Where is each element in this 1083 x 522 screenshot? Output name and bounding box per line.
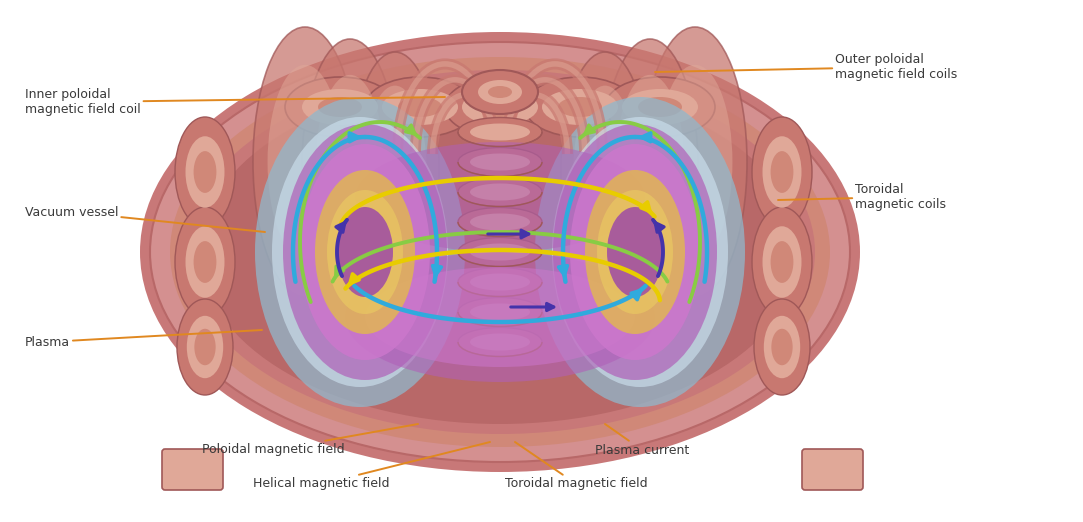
Ellipse shape bbox=[478, 80, 522, 104]
Ellipse shape bbox=[478, 97, 522, 117]
Ellipse shape bbox=[488, 86, 512, 98]
Ellipse shape bbox=[771, 151, 794, 193]
Ellipse shape bbox=[643, 27, 747, 297]
Ellipse shape bbox=[458, 267, 542, 296]
Ellipse shape bbox=[253, 27, 357, 297]
Ellipse shape bbox=[365, 267, 635, 367]
Ellipse shape bbox=[622, 89, 699, 125]
Ellipse shape bbox=[470, 124, 530, 140]
Ellipse shape bbox=[458, 208, 542, 236]
Ellipse shape bbox=[345, 252, 655, 382]
Ellipse shape bbox=[615, 75, 684, 259]
Ellipse shape bbox=[771, 241, 794, 283]
Ellipse shape bbox=[315, 75, 384, 259]
Ellipse shape bbox=[570, 144, 700, 360]
Ellipse shape bbox=[470, 184, 530, 200]
Ellipse shape bbox=[638, 97, 682, 117]
Ellipse shape bbox=[382, 89, 458, 125]
Text: Vacuum vessel: Vacuum vessel bbox=[25, 206, 265, 232]
Ellipse shape bbox=[458, 238, 542, 267]
Ellipse shape bbox=[397, 97, 442, 117]
Ellipse shape bbox=[470, 303, 530, 321]
Ellipse shape bbox=[762, 226, 801, 298]
Ellipse shape bbox=[175, 117, 235, 227]
Ellipse shape bbox=[170, 57, 830, 447]
Ellipse shape bbox=[302, 39, 397, 295]
Ellipse shape bbox=[752, 117, 812, 227]
Ellipse shape bbox=[470, 213, 530, 231]
Ellipse shape bbox=[272, 117, 448, 387]
Ellipse shape bbox=[771, 329, 793, 365]
Text: Plasma: Plasma bbox=[25, 330, 262, 349]
Ellipse shape bbox=[552, 117, 728, 387]
Ellipse shape bbox=[470, 334, 530, 350]
Ellipse shape bbox=[151, 42, 850, 462]
Ellipse shape bbox=[553, 124, 717, 380]
Ellipse shape bbox=[185, 226, 224, 298]
Text: Poloidal magnetic field: Poloidal magnetic field bbox=[203, 424, 418, 457]
Ellipse shape bbox=[285, 77, 395, 137]
Ellipse shape bbox=[445, 77, 554, 137]
Ellipse shape bbox=[300, 144, 430, 360]
Ellipse shape bbox=[140, 32, 860, 472]
Ellipse shape bbox=[315, 170, 415, 334]
Ellipse shape bbox=[542, 89, 618, 125]
Ellipse shape bbox=[302, 89, 378, 125]
Ellipse shape bbox=[186, 316, 223, 378]
Ellipse shape bbox=[185, 70, 815, 434]
Ellipse shape bbox=[754, 299, 810, 395]
Ellipse shape bbox=[573, 86, 637, 258]
Ellipse shape bbox=[470, 153, 530, 171]
Ellipse shape bbox=[458, 327, 542, 357]
Ellipse shape bbox=[351, 52, 439, 292]
Ellipse shape bbox=[185, 136, 224, 208]
Ellipse shape bbox=[605, 77, 715, 137]
Ellipse shape bbox=[194, 329, 216, 365]
Text: Inner poloidal
magnetic field coil: Inner poloidal magnetic field coil bbox=[25, 88, 445, 116]
FancyBboxPatch shape bbox=[803, 449, 863, 490]
Ellipse shape bbox=[194, 241, 217, 283]
Ellipse shape bbox=[558, 97, 602, 117]
Ellipse shape bbox=[470, 274, 530, 291]
Ellipse shape bbox=[365, 77, 475, 137]
Ellipse shape bbox=[355, 142, 645, 252]
Ellipse shape bbox=[195, 77, 805, 427]
Ellipse shape bbox=[318, 97, 362, 117]
Ellipse shape bbox=[458, 177, 542, 207]
Text: Plasma current: Plasma current bbox=[595, 424, 689, 457]
Ellipse shape bbox=[602, 39, 699, 295]
Ellipse shape bbox=[255, 97, 465, 407]
Ellipse shape bbox=[470, 243, 530, 260]
Ellipse shape bbox=[200, 80, 800, 424]
Text: Outer poloidal
magnetic field coils: Outer poloidal magnetic field coils bbox=[655, 53, 957, 81]
Ellipse shape bbox=[268, 65, 342, 259]
Ellipse shape bbox=[283, 124, 447, 380]
Ellipse shape bbox=[752, 207, 812, 317]
Ellipse shape bbox=[525, 77, 635, 137]
Ellipse shape bbox=[585, 170, 686, 334]
Text: Toroidal
magnetic coils: Toroidal magnetic coils bbox=[778, 183, 945, 211]
Ellipse shape bbox=[462, 89, 538, 125]
Ellipse shape bbox=[194, 151, 217, 193]
Ellipse shape bbox=[337, 207, 393, 297]
FancyBboxPatch shape bbox=[162, 449, 223, 490]
Ellipse shape bbox=[462, 70, 538, 114]
Ellipse shape bbox=[327, 190, 403, 314]
Text: Helical magnetic field: Helical magnetic field bbox=[253, 442, 490, 491]
Ellipse shape bbox=[606, 207, 663, 297]
Text: Toroidal magnetic field: Toroidal magnetic field bbox=[505, 442, 648, 491]
Ellipse shape bbox=[597, 190, 673, 314]
Ellipse shape bbox=[762, 136, 801, 208]
Ellipse shape bbox=[657, 65, 732, 259]
Ellipse shape bbox=[177, 299, 233, 395]
Ellipse shape bbox=[535, 97, 745, 407]
Ellipse shape bbox=[458, 117, 542, 147]
Ellipse shape bbox=[175, 207, 235, 317]
Ellipse shape bbox=[458, 148, 542, 176]
Ellipse shape bbox=[458, 298, 542, 326]
Ellipse shape bbox=[764, 316, 800, 378]
Ellipse shape bbox=[561, 52, 649, 292]
Ellipse shape bbox=[363, 86, 427, 258]
